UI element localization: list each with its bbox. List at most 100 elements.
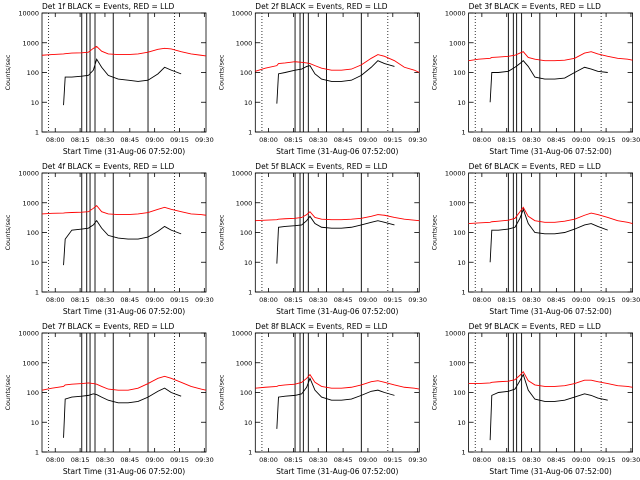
x-axis-label: Start Time (31-Aug-06 07:52:00) xyxy=(489,307,611,316)
y-tick-label: 10 xyxy=(244,99,252,107)
y-axis-label: Counts/sec xyxy=(431,374,439,410)
series-line xyxy=(489,373,608,441)
y-axis-label: Counts/sec xyxy=(431,214,439,250)
x-tick-label: 08:30 xyxy=(96,136,115,144)
x-tick-label: 09:15 xyxy=(597,296,616,304)
x-tick-label: 08:30 xyxy=(522,296,541,304)
x-axis-label: Start Time (31-Aug-06 07:52:00) xyxy=(276,307,398,316)
y-tick-label: 100 xyxy=(453,389,465,397)
y-tick-label: 10000 xyxy=(18,170,39,178)
y-axis-label: Counts/sec xyxy=(217,54,225,90)
y-tick-label: 10000 xyxy=(445,170,466,178)
x-tick-label: 08:45 xyxy=(120,456,139,464)
x-tick-label: 09:15 xyxy=(170,296,189,304)
x-tick-label: 08:15 xyxy=(284,456,303,464)
y-tick-label: 1 xyxy=(248,289,252,297)
y-axis-label: Counts/sec xyxy=(217,214,225,250)
plot-frame xyxy=(468,332,634,453)
y-tick-label: 1 xyxy=(461,289,465,297)
y-tick-label: 10000 xyxy=(18,330,39,338)
x-tick-label: 09:00 xyxy=(145,136,164,144)
y-tick-label: 10000 xyxy=(445,10,466,18)
y-tick-label: 1000 xyxy=(449,39,466,47)
x-tick-label: 09:30 xyxy=(622,456,640,464)
x-tick-label: 09:30 xyxy=(408,456,427,464)
x-tick-label: 08:45 xyxy=(120,296,139,304)
x-tick-label: 08:45 xyxy=(334,456,353,464)
panel: Det 6f BLACK = Events, RED = LLD Start Ti… xyxy=(431,162,640,316)
x-tick-label: 08:45 xyxy=(334,296,353,304)
y-tick-label: 100 xyxy=(27,389,39,397)
y-tick-label: 1000 xyxy=(449,199,466,207)
x-tick-label: 08:45 xyxy=(334,136,353,144)
x-tick-label: 09:15 xyxy=(597,456,616,464)
x-tick-label: 08:00 xyxy=(259,296,278,304)
y-tick-label: 10 xyxy=(457,419,465,427)
panel-title: Det 4f BLACK = Events, RED = LLD xyxy=(42,162,175,171)
x-axis-label: Start Time (31-Aug-06 07:52:00) xyxy=(489,147,611,156)
x-tick-label: 09:15 xyxy=(383,136,402,144)
x-tick-label: 09:15 xyxy=(383,296,402,304)
plot-frame xyxy=(254,172,420,293)
x-tick-label: 09:30 xyxy=(622,136,640,144)
y-tick-label: 100 xyxy=(240,69,252,77)
panel-title: Det 7f BLACK = Events, RED = LLD xyxy=(42,322,175,331)
x-tick-label: 09:15 xyxy=(597,136,616,144)
series-line xyxy=(468,370,633,388)
series-line xyxy=(255,211,420,222)
series-line xyxy=(63,58,182,106)
y-axis-label: Counts/sec xyxy=(4,214,12,250)
x-tick-label: 08:45 xyxy=(120,136,139,144)
plot-frame xyxy=(41,12,207,133)
x-tick-label: 09:15 xyxy=(383,456,402,464)
x-axis-label: Start Time (31-Aug-06 07:52:00) xyxy=(63,467,185,476)
x-axis-label: Start Time (31-Aug-06 07:52:00) xyxy=(63,147,185,156)
y-tick-label: 10000 xyxy=(232,10,253,18)
x-tick-label: 08:15 xyxy=(497,136,516,144)
panel-title: Det 1f BLACK = Events, RED = LLD xyxy=(42,2,175,11)
series-line xyxy=(63,387,182,438)
y-axis-label: Counts/sec xyxy=(431,54,439,90)
y-tick-label: 1000 xyxy=(22,39,39,47)
y-axis-label: Counts/sec xyxy=(217,374,225,410)
x-tick-label: 08:15 xyxy=(497,296,516,304)
x-tick-label: 08:15 xyxy=(284,136,303,144)
panel: Det 4f BLACK = Events, RED = LLD Start Ti… xyxy=(4,162,214,316)
x-tick-label: 08:00 xyxy=(472,136,491,144)
panel: Det 9f BLACK = Events, RED = LLD Start Ti… xyxy=(431,322,640,476)
series-line xyxy=(468,206,633,224)
plot-frame xyxy=(468,172,634,293)
x-tick-label: 08:30 xyxy=(96,456,115,464)
x-tick-label: 08:00 xyxy=(46,136,65,144)
series-line xyxy=(489,208,608,263)
series-line xyxy=(63,219,182,266)
series-line xyxy=(255,54,420,73)
panel-title: Det 6f BLACK = Events, RED = LLD xyxy=(469,162,602,171)
y-tick-label: 10000 xyxy=(18,10,39,18)
y-tick-label: 1000 xyxy=(236,199,253,207)
y-axis-label: Counts/sec xyxy=(4,54,12,90)
x-axis-label: Start Time (31-Aug-06 07:52:00) xyxy=(276,467,398,476)
y-tick-label: 100 xyxy=(27,69,39,77)
x-tick-label: 09:30 xyxy=(622,296,640,304)
x-tick-label: 08:45 xyxy=(547,296,566,304)
x-tick-label: 09:00 xyxy=(359,136,378,144)
panel-title: Det 9f BLACK = Events, RED = LLD xyxy=(469,322,602,331)
y-tick-label: 100 xyxy=(27,229,39,237)
series-line xyxy=(255,373,420,390)
plot-frame xyxy=(254,332,420,453)
x-tick-label: 09:00 xyxy=(572,456,591,464)
panel-title: Det 3f BLACK = Events, RED = LLD xyxy=(469,2,602,11)
y-tick-label: 100 xyxy=(453,69,465,77)
panel: Det 5f BLACK = Events, RED = LLD Start Ti… xyxy=(217,162,427,316)
y-tick-label: 100 xyxy=(453,229,465,237)
x-tick-label: 08:30 xyxy=(522,136,541,144)
x-tick-label: 08:00 xyxy=(472,296,491,304)
panel-title: Det 5f BLACK = Events, RED = LLD xyxy=(255,162,388,171)
x-tick-label: 09:30 xyxy=(195,296,214,304)
x-tick-label: 08:15 xyxy=(497,456,516,464)
x-tick-label: 08:30 xyxy=(309,456,328,464)
x-tick-label: 08:30 xyxy=(309,296,328,304)
panel: Det 7f BLACK = Events, RED = LLD Start Ti… xyxy=(4,322,214,476)
x-tick-label: 09:30 xyxy=(195,136,214,144)
